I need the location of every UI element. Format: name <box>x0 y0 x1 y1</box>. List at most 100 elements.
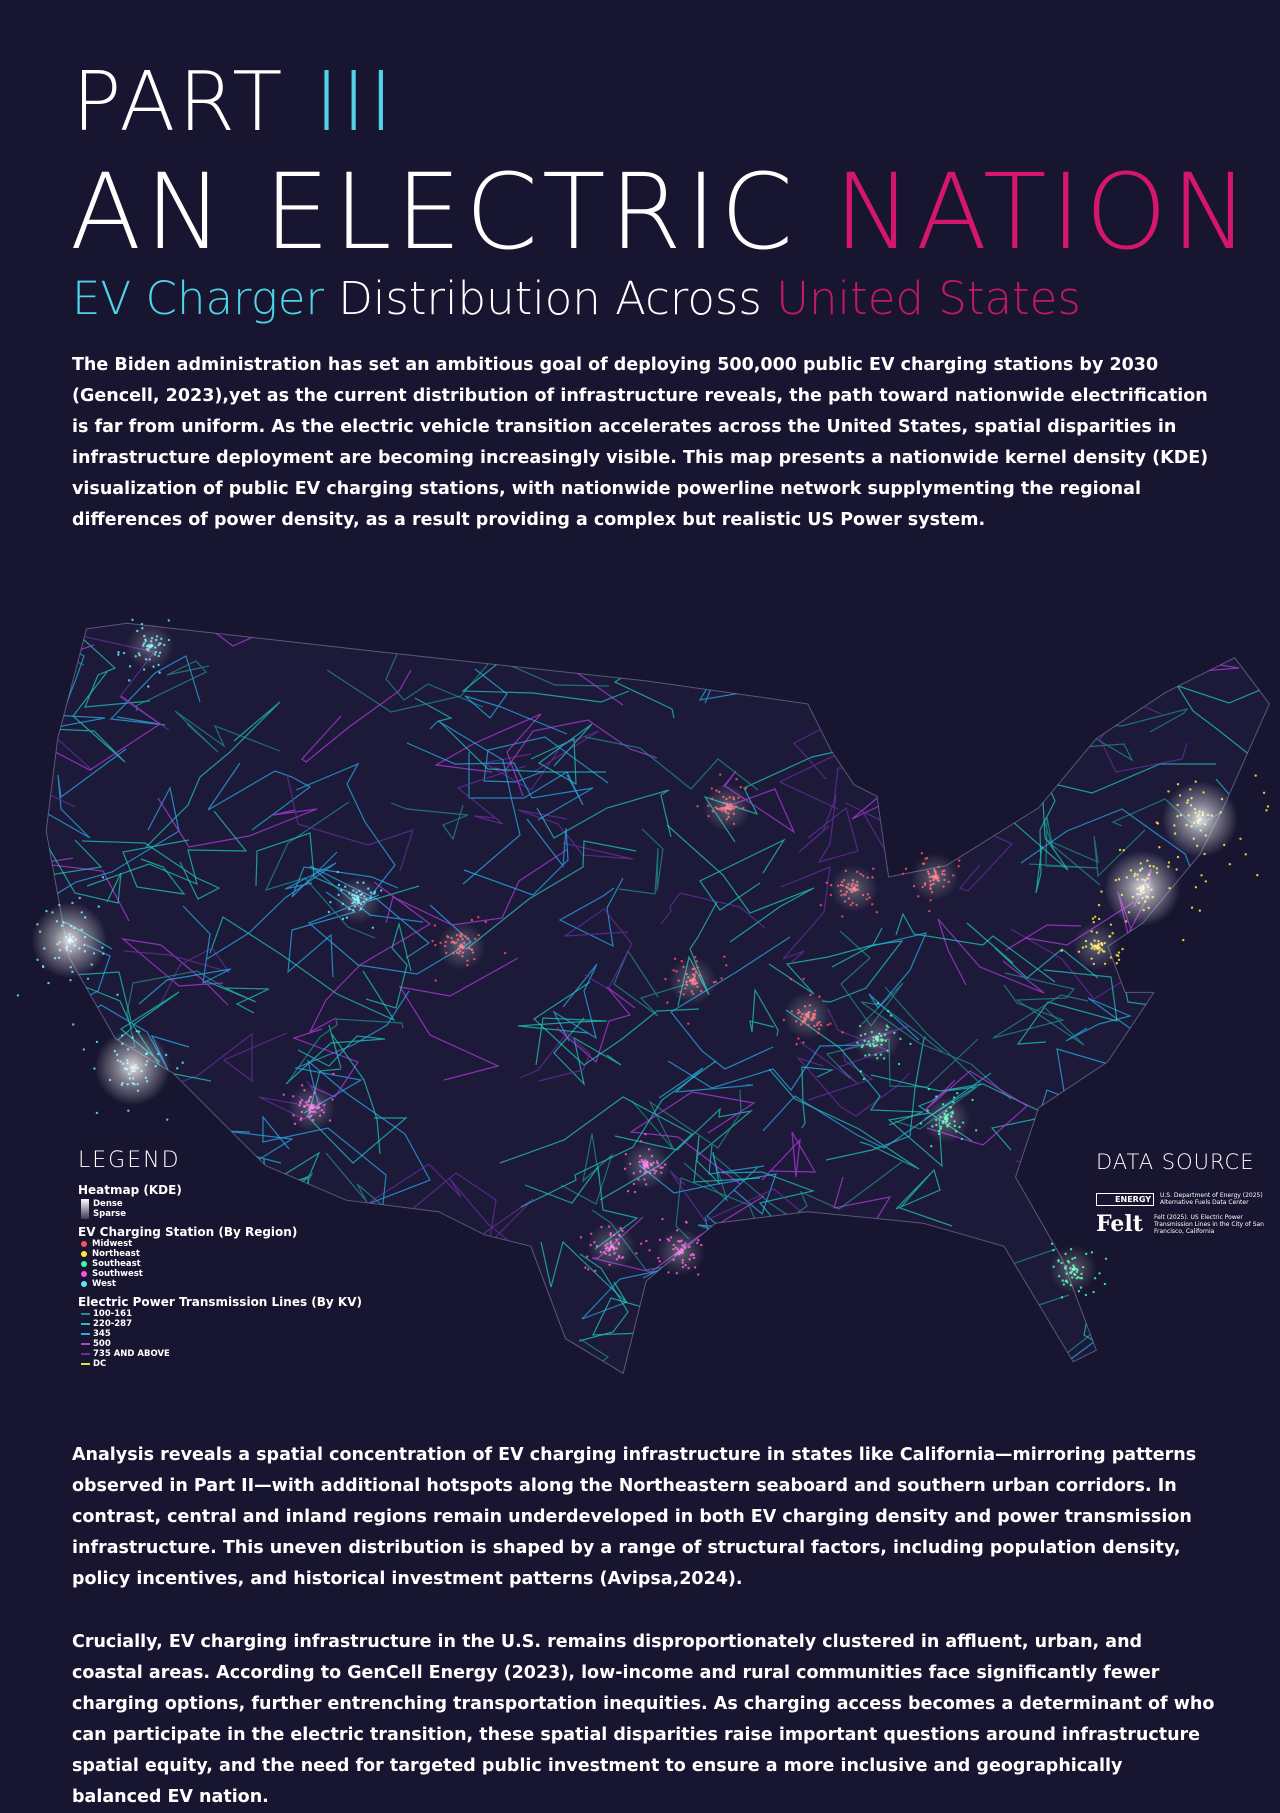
transmission-line <box>189 623 303 647</box>
station-dot <box>127 679 131 682</box>
station-dot <box>1155 821 1159 824</box>
transmission-line <box>390 802 469 841</box>
transmission-line <box>759 1260 879 1374</box>
station-dot <box>78 896 81 900</box>
station-dot <box>666 1001 669 1004</box>
transmission-line <box>1130 1303 1216 1374</box>
transmission-line <box>966 922 1099 979</box>
station-dot <box>684 1220 688 1224</box>
transmission-line <box>1035 761 1056 894</box>
transmission-line <box>821 940 904 1003</box>
transmission-line <box>46 1007 51 1055</box>
transmission-line <box>46 786 180 923</box>
transmission-line <box>699 838 786 911</box>
legend-label: West <box>92 1279 116 1289</box>
legend-swatch <box>81 1281 87 1287</box>
transmission-line <box>562 908 633 990</box>
transmission-line <box>778 1337 901 1374</box>
station-dot <box>470 918 474 922</box>
transmission-line <box>825 1038 979 1088</box>
transmission-line <box>46 1266 81 1315</box>
station-dot <box>639 1242 643 1245</box>
heat-glow <box>1104 850 1181 927</box>
transmission-line <box>205 980 270 1014</box>
station-dot <box>1176 855 1180 859</box>
transmission-line <box>406 742 594 821</box>
station-dot <box>336 870 339 874</box>
transmission-line <box>877 595 955 620</box>
station-dot <box>329 901 332 904</box>
legend-swatch <box>81 1313 90 1315</box>
transmission-line <box>530 723 593 786</box>
station-dot <box>633 1190 637 1194</box>
station-dot <box>1254 774 1257 777</box>
station-dot <box>957 865 960 868</box>
heat-glow <box>1049 1245 1098 1294</box>
station-dot <box>1262 791 1266 794</box>
transmission-line <box>123 947 231 1004</box>
transmission-line <box>81 840 221 900</box>
legend-item: DC <box>78 1359 362 1369</box>
transmission-line <box>46 694 162 771</box>
transmission-line <box>1044 829 1146 886</box>
station-dot <box>1097 903 1101 907</box>
intro-paragraph: The Biden administration has set an ambi… <box>72 355 1209 530</box>
station-dot <box>594 1269 597 1272</box>
heat-glow <box>31 902 108 979</box>
transmission-line <box>666 824 815 943</box>
transmission-line <box>109 655 201 726</box>
station-dot <box>960 1137 964 1141</box>
transmission-line <box>839 930 904 1028</box>
transmission-line <box>206 862 337 960</box>
station-dot <box>167 619 170 622</box>
station-dot <box>1182 938 1185 942</box>
transmission-line <box>135 660 210 712</box>
station-dot <box>166 1118 169 1121</box>
station-dot <box>901 872 905 875</box>
transmission-line <box>46 748 127 839</box>
transmission-line <box>893 653 1029 727</box>
legend-item: 500 <box>78 1339 362 1349</box>
transmission-line <box>710 1278 811 1335</box>
station-dot <box>1104 1257 1108 1261</box>
station-dot <box>930 1145 933 1148</box>
legend-swatch <box>81 1353 90 1355</box>
transmission-line <box>130 595 260 616</box>
station-dot <box>1121 947 1124 951</box>
transmission-line <box>1016 969 1118 1045</box>
transmission-line <box>209 916 396 1022</box>
heatmap-swatch <box>81 1199 89 1219</box>
transmission-line <box>884 986 982 1130</box>
transmission-line <box>782 625 870 675</box>
station-dot <box>1091 917 1095 920</box>
station-dot <box>82 1048 86 1051</box>
station-legend: Midwest Northeast Southeast Southwest West <box>78 1239 362 1289</box>
station-dot <box>379 889 383 892</box>
transmission-line <box>285 1035 386 1085</box>
station-dot <box>434 979 437 982</box>
transmission-line <box>937 623 1048 731</box>
station-dot <box>639 1140 643 1143</box>
transmission-line <box>287 1018 404 1083</box>
transmission-line <box>145 701 281 848</box>
heat-glow <box>668 956 717 1005</box>
transmission-line <box>810 1245 909 1304</box>
station-dot <box>585 1255 589 1258</box>
legend-label: 735 AND ABOVE <box>93 1349 170 1359</box>
station-dot <box>797 1037 800 1040</box>
transmission-line <box>693 1135 761 1185</box>
legend-label: 100-161 <box>93 1309 133 1319</box>
station-dot <box>72 1023 75 1026</box>
transmission-line <box>262 1115 387 1225</box>
legend-swatch <box>81 1241 87 1247</box>
heat-glow <box>287 1083 336 1132</box>
station-dot <box>958 859 961 862</box>
legend-item: Southeast <box>78 1259 362 1269</box>
transmission-line <box>385 848 569 926</box>
station-dot <box>696 805 699 808</box>
heat-glow <box>333 876 382 925</box>
heat-glow <box>853 1014 902 1063</box>
station-dot <box>16 994 20 997</box>
transmission-line <box>533 981 700 1066</box>
transmission-line <box>434 713 542 797</box>
